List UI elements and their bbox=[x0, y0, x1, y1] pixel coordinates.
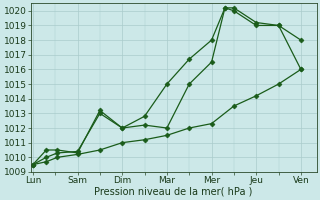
X-axis label: Pression niveau de la mer( hPa ): Pression niveau de la mer( hPa ) bbox=[94, 187, 253, 197]
